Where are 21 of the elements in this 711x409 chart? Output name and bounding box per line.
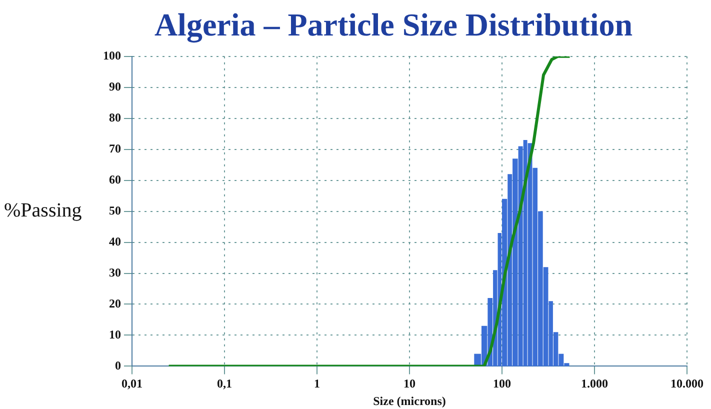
x-tick-label: 100 [493, 376, 511, 390]
y-tick-label: 60 [109, 172, 121, 186]
x-tick-label: 1 [314, 376, 320, 390]
y-tick-label: 20 [109, 296, 121, 310]
y-tick-label: 70 [109, 141, 121, 156]
y-tick-label: 100 [103, 48, 121, 62]
x-tick-label: 10.000 [670, 376, 704, 390]
chart-title: Algeria – Particle Size Distribution [154, 6, 633, 44]
y-tick-label: 30 [109, 265, 121, 280]
y-tick-label: 40 [109, 234, 121, 248]
y-tick-label: 90 [109, 79, 121, 94]
y-tick-label: 80 [109, 110, 121, 124]
y-tick-label: 0 [115, 358, 121, 372]
x-tick-label: 0,01 [122, 376, 142, 390]
x-tick-label: 10 [404, 376, 416, 390]
x-tick-label: 1.000 [581, 376, 608, 390]
y-tick-label: 50 [109, 203, 121, 218]
y-axis-title: %Passing [4, 200, 82, 222]
x-axis-title: Size (microns) [373, 394, 446, 408]
y-tick-label: 10 [109, 327, 121, 342]
x-tick-label: 0,1 [217, 376, 232, 390]
